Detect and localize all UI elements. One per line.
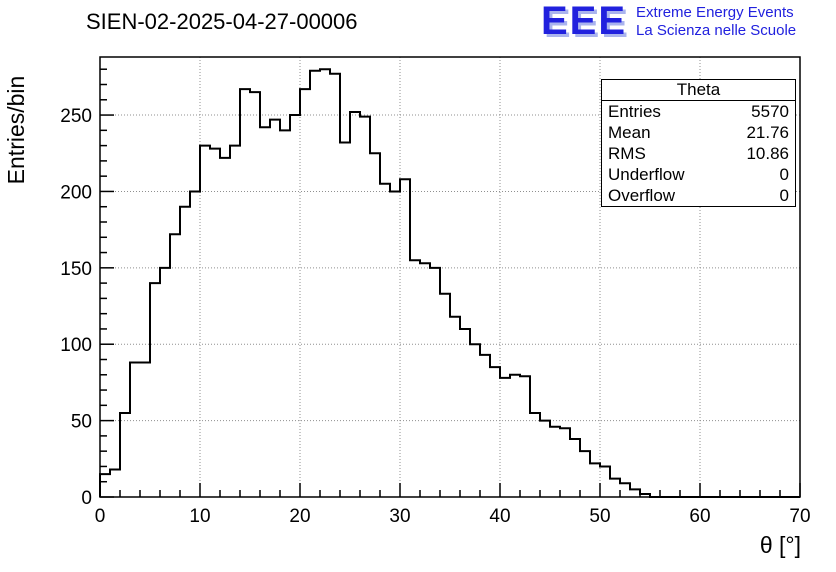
x-axis-label: θ [°] bbox=[760, 532, 801, 558]
stats-row-value: 5570 bbox=[751, 102, 789, 121]
plot-title: SIEN-02-2025-04-27-00006 bbox=[86, 9, 358, 34]
stats-box: Theta Entries 5570 Mean 21.76 RMS 10.86 Underf… bbox=[601, 79, 796, 207]
y-tick-label: 100 bbox=[60, 335, 92, 356]
stats-row-value: 10.86 bbox=[746, 144, 789, 163]
y-tick-label: 50 bbox=[71, 412, 92, 433]
stats-row-label: RMS bbox=[608, 144, 646, 163]
stats-row-label: Overflow bbox=[608, 186, 676, 205]
stats-row-value: 21.76 bbox=[746, 123, 789, 142]
axis-frame bbox=[99, 56, 801, 498]
stats-row: Underflow 0 bbox=[602, 164, 795, 185]
stats-rows: Entries 5570 Mean 21.76 RMS 10.86 Underflow 0 Ov… bbox=[602, 101, 795, 206]
tick-marks bbox=[99, 68, 801, 498]
gridlines bbox=[100, 57, 800, 497]
eee-logo-text: EEE bbox=[541, 0, 628, 43]
stats-row-value: 0 bbox=[779, 165, 789, 184]
y-tick-label: 250 bbox=[60, 106, 92, 127]
x-tick-label: 20 bbox=[289, 506, 310, 527]
stats-row-label: Entries bbox=[608, 102, 661, 121]
x-tick-label: 40 bbox=[489, 506, 510, 527]
tick-labels: 0 10 20 30 40 50 60 70 0 50 100 150 200 250 bbox=[60, 106, 810, 527]
stats-row-label: Mean bbox=[608, 123, 651, 142]
eee-logo: EEE Extreme Energy Events La Scienza nel… bbox=[541, 0, 796, 43]
x-tick-label: 30 bbox=[389, 506, 410, 527]
plot-frame bbox=[99, 56, 801, 498]
y-axis-label: Entries/bin bbox=[3, 76, 29, 185]
eee-logo-subtitle: Extreme Energy Events La Scienza nelle S… bbox=[636, 2, 796, 39]
stats-row: Overflow 0 bbox=[602, 185, 795, 206]
x-tick-label: 60 bbox=[689, 506, 710, 527]
y-tick-label: 200 bbox=[60, 182, 92, 203]
x-tick-label: 0 bbox=[95, 506, 106, 527]
histogram-series bbox=[99, 68, 800, 498]
x-tick-label: 70 bbox=[789, 506, 810, 527]
histogram-line bbox=[99, 68, 800, 498]
y-tick-label: 0 bbox=[81, 488, 92, 509]
stats-box-title: Theta bbox=[602, 80, 795, 101]
logo-line1: Extreme Energy Events bbox=[636, 4, 794, 21]
stats-row: RMS 10.86 bbox=[602, 143, 795, 164]
stats-row: Entries 5570 bbox=[602, 101, 795, 122]
stats-row-value: 0 bbox=[779, 186, 789, 205]
x-tick-label: 10 bbox=[189, 506, 210, 527]
stats-row: Mean 21.76 bbox=[602, 122, 795, 143]
y-tick-label: 150 bbox=[60, 259, 92, 280]
x-tick-label: 50 bbox=[589, 506, 610, 527]
logo-line2: La Scienza nelle Scuole bbox=[636, 21, 797, 39]
stats-row-label: Underflow bbox=[608, 165, 685, 184]
